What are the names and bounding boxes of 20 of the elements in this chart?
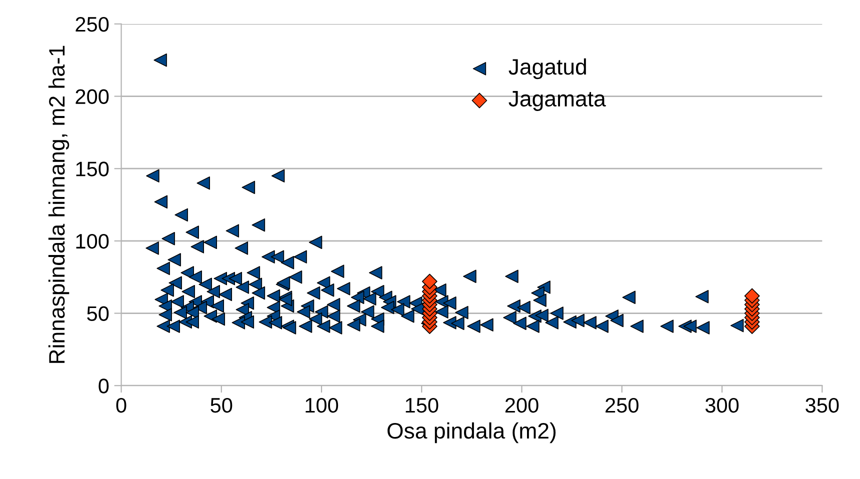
point (422, 274, 438, 290)
legend-label: Jagamata (508, 91, 606, 111)
point (744, 288, 760, 304)
x-tick-label: 250 (606, 398, 638, 413)
x-tick-label: 150 (406, 398, 438, 413)
x-tick-label: 350 (806, 398, 839, 413)
legend-label: Jagatud (508, 58, 586, 80)
y-tick-label: 50 (87, 306, 109, 322)
x-tick-label: 0 (116, 398, 126, 413)
x-tick-label: 100 (306, 398, 338, 413)
y-tick-label: 100 (76, 234, 109, 249)
x-axis-title: Osa pindala (m2) (388, 422, 556, 444)
y-tick-label: 0 (98, 378, 109, 394)
x-tick-label: 50 (210, 398, 232, 413)
y-tick-label: 250 (76, 16, 109, 32)
x-tick-label: 300 (705, 398, 739, 413)
y-axis-title: Rinnaspindala hinnang, m2 ha-1 (48, 46, 70, 363)
x-tick-label: 200 (505, 398, 538, 413)
y-tick-label: 200 (76, 89, 109, 104)
y-tick-label: 150 (76, 162, 109, 176)
